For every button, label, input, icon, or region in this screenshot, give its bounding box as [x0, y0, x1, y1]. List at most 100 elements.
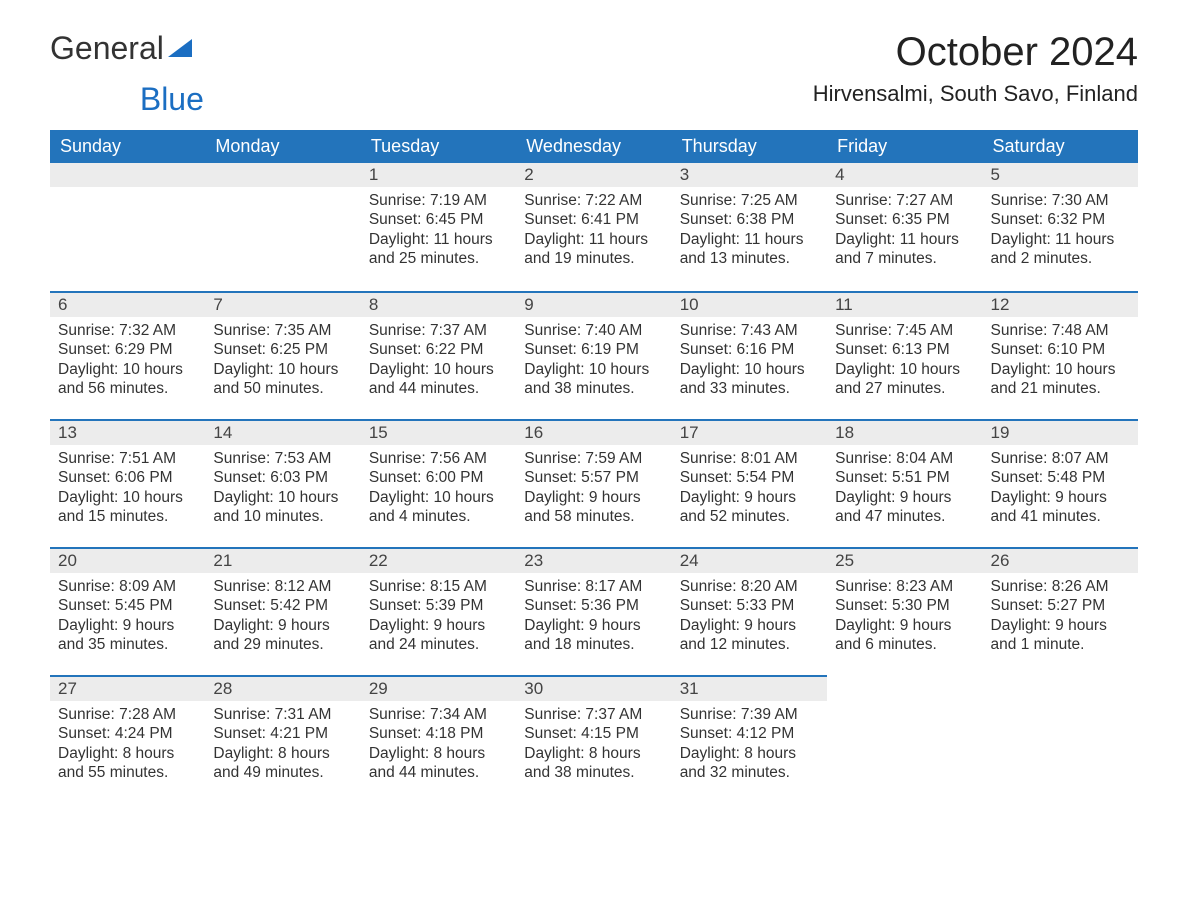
day-body: Sunrise: 7:34 AMSunset: 4:18 PMDaylight:… — [361, 701, 516, 791]
day-body: Sunrise: 7:25 AMSunset: 6:38 PMDaylight:… — [672, 187, 827, 277]
sunset-text: Sunset: 5:30 PM — [835, 596, 974, 615]
sunset-text: Sunset: 5:27 PM — [991, 596, 1130, 615]
daylight2-text: and 56 minutes. — [58, 379, 197, 398]
weekday-header: Monday — [205, 130, 360, 163]
day-number: 8 — [361, 291, 516, 317]
day-body: Sunrise: 7:45 AMSunset: 6:13 PMDaylight:… — [827, 317, 982, 407]
weekday-header: Friday — [827, 130, 982, 163]
sunrise-text: Sunrise: 7:40 AM — [524, 321, 663, 340]
day-body: Sunrise: 7:53 AMSunset: 6:03 PMDaylight:… — [205, 445, 360, 535]
daylight1-text: Daylight: 11 hours — [369, 230, 508, 249]
daylight1-text: Daylight: 9 hours — [835, 616, 974, 635]
calendar-day-cell: 4Sunrise: 7:27 AMSunset: 6:35 PMDaylight… — [827, 163, 982, 291]
daylight1-text: Daylight: 9 hours — [58, 616, 197, 635]
month-title: October 2024 — [813, 30, 1138, 75]
calendar-day-cell: 24Sunrise: 8:20 AMSunset: 5:33 PMDayligh… — [672, 547, 827, 675]
day-number: 1 — [361, 163, 516, 187]
daylight2-text: and 33 minutes. — [680, 379, 819, 398]
sunrise-text: Sunrise: 8:15 AM — [369, 577, 508, 596]
sunset-text: Sunset: 4:24 PM — [58, 724, 197, 743]
daylight2-text: and 55 minutes. — [58, 763, 197, 782]
daylight2-text: and 52 minutes. — [680, 507, 819, 526]
daylight2-text: and 58 minutes. — [524, 507, 663, 526]
day-body: Sunrise: 8:23 AMSunset: 5:30 PMDaylight:… — [827, 573, 982, 663]
day-number: 7 — [205, 291, 360, 317]
sunrise-text: Sunrise: 7:37 AM — [369, 321, 508, 340]
sunset-text: Sunset: 5:45 PM — [58, 596, 197, 615]
day-number: 30 — [516, 675, 671, 701]
sunset-text: Sunset: 6:41 PM — [524, 210, 663, 229]
sunrise-text: Sunrise: 7:34 AM — [369, 705, 508, 724]
day-body: Sunrise: 8:07 AMSunset: 5:48 PMDaylight:… — [983, 445, 1138, 535]
sunset-text: Sunset: 5:57 PM — [524, 468, 663, 487]
daylight1-text: Daylight: 8 hours — [680, 744, 819, 763]
daylight1-text: Daylight: 10 hours — [991, 360, 1130, 379]
day-number: 4 — [827, 163, 982, 187]
calendar-day-cell: 21Sunrise: 8:12 AMSunset: 5:42 PMDayligh… — [205, 547, 360, 675]
daylight1-text: Daylight: 10 hours — [369, 488, 508, 507]
day-body: Sunrise: 8:01 AMSunset: 5:54 PMDaylight:… — [672, 445, 827, 535]
daylight1-text: Daylight: 10 hours — [213, 488, 352, 507]
daylight2-text: and 1 minute. — [991, 635, 1130, 654]
sunset-text: Sunset: 6:45 PM — [369, 210, 508, 229]
calendar-week-row: 6Sunrise: 7:32 AMSunset: 6:29 PMDaylight… — [50, 291, 1138, 419]
calendar-day-cell — [983, 675, 1138, 803]
calendar-day-cell: 15Sunrise: 7:56 AMSunset: 6:00 PMDayligh… — [361, 419, 516, 547]
sunrise-text: Sunrise: 7:31 AM — [213, 705, 352, 724]
day-number: 9 — [516, 291, 671, 317]
calendar-day-cell — [205, 163, 360, 291]
sunrise-text: Sunrise: 8:20 AM — [680, 577, 819, 596]
day-body: Sunrise: 7:31 AMSunset: 4:21 PMDaylight:… — [205, 701, 360, 791]
calendar-week-row: 20Sunrise: 8:09 AMSunset: 5:45 PMDayligh… — [50, 547, 1138, 675]
calendar-day-cell: 31Sunrise: 7:39 AMSunset: 4:12 PMDayligh… — [672, 675, 827, 803]
calendar-day-cell: 19Sunrise: 8:07 AMSunset: 5:48 PMDayligh… — [983, 419, 1138, 547]
daylight2-text: and 21 minutes. — [991, 379, 1130, 398]
day-number: 31 — [672, 675, 827, 701]
sunset-text: Sunset: 6:22 PM — [369, 340, 508, 359]
day-body: Sunrise: 7:19 AMSunset: 6:45 PMDaylight:… — [361, 187, 516, 277]
daylight2-text: and 25 minutes. — [369, 249, 508, 268]
day-body: Sunrise: 8:15 AMSunset: 5:39 PMDaylight:… — [361, 573, 516, 663]
sunset-text: Sunset: 6:00 PM — [369, 468, 508, 487]
sunset-text: Sunset: 6:19 PM — [524, 340, 663, 359]
calendar-day-cell: 6Sunrise: 7:32 AMSunset: 6:29 PMDaylight… — [50, 291, 205, 419]
daylight2-text: and 27 minutes. — [835, 379, 974, 398]
weekday-header: Saturday — [983, 130, 1138, 163]
day-number: 29 — [361, 675, 516, 701]
calendar-week-row: 1Sunrise: 7:19 AMSunset: 6:45 PMDaylight… — [50, 163, 1138, 291]
day-body: Sunrise: 7:39 AMSunset: 4:12 PMDaylight:… — [672, 701, 827, 791]
weekday-header: Sunday — [50, 130, 205, 163]
daylight2-text: and 4 minutes. — [369, 507, 508, 526]
sunrise-text: Sunrise: 8:07 AM — [991, 449, 1130, 468]
calendar-day-cell: 25Sunrise: 8:23 AMSunset: 5:30 PMDayligh… — [827, 547, 982, 675]
day-number: 27 — [50, 675, 205, 701]
calendar-week-row: 13Sunrise: 7:51 AMSunset: 6:06 PMDayligh… — [50, 419, 1138, 547]
day-number: 14 — [205, 419, 360, 445]
calendar-day-cell: 9Sunrise: 7:40 AMSunset: 6:19 PMDaylight… — [516, 291, 671, 419]
sunset-text: Sunset: 5:48 PM — [991, 468, 1130, 487]
sunrise-text: Sunrise: 8:09 AM — [58, 577, 197, 596]
day-body: Sunrise: 7:37 AMSunset: 4:15 PMDaylight:… — [516, 701, 671, 791]
weekday-header-row: SundayMondayTuesdayWednesdayThursdayFrid… — [50, 130, 1138, 163]
day-body: Sunrise: 7:28 AMSunset: 4:24 PMDaylight:… — [50, 701, 205, 791]
sunset-text: Sunset: 6:16 PM — [680, 340, 819, 359]
sunset-text: Sunset: 6:10 PM — [991, 340, 1130, 359]
daylight2-text: and 13 minutes. — [680, 249, 819, 268]
calendar-day-cell: 29Sunrise: 7:34 AMSunset: 4:18 PMDayligh… — [361, 675, 516, 803]
logo-text-blue: Blue — [140, 81, 204, 118]
day-number: 23 — [516, 547, 671, 573]
day-body: Sunrise: 7:22 AMSunset: 6:41 PMDaylight:… — [516, 187, 671, 277]
daylight2-text: and 24 minutes. — [369, 635, 508, 654]
daylight1-text: Daylight: 9 hours — [991, 616, 1130, 635]
sunrise-text: Sunrise: 8:17 AM — [524, 577, 663, 596]
sunrise-text: Sunrise: 8:04 AM — [835, 449, 974, 468]
day-body: Sunrise: 7:27 AMSunset: 6:35 PMDaylight:… — [827, 187, 982, 277]
sunrise-text: Sunrise: 7:43 AM — [680, 321, 819, 340]
daylight2-text: and 10 minutes. — [213, 507, 352, 526]
sunset-text: Sunset: 6:25 PM — [213, 340, 352, 359]
calendar-day-cell: 28Sunrise: 7:31 AMSunset: 4:21 PMDayligh… — [205, 675, 360, 803]
daylight1-text: Daylight: 8 hours — [213, 744, 352, 763]
sunrise-text: Sunrise: 7:27 AM — [835, 191, 974, 210]
day-body: Sunrise: 7:30 AMSunset: 6:32 PMDaylight:… — [983, 187, 1138, 277]
day-number: 15 — [361, 419, 516, 445]
